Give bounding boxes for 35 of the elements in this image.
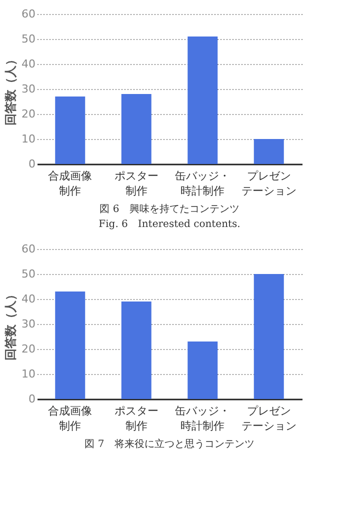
bar [121,302,152,399]
bar [188,36,218,164]
y-tick-label: 50 [22,32,36,46]
x-tick-label: 缶バッジ・時計制作 [175,404,230,432]
y-tick-label: 20 [22,342,36,356]
y-tick-label: 30 [22,82,36,96]
caption: 図 6 興味を持てたコンテンツ [100,203,240,215]
bar [55,96,86,164]
x-tick-label: 合成画像制作 [48,404,92,432]
bar [188,342,218,399]
bar [121,94,152,164]
caption: Fig. 6 Interested contents. [98,219,240,230]
y-tick-label: 10 [22,132,36,146]
y-tick-label: 20 [22,108,36,120]
y-tick-label: 0 [28,392,36,406]
y-tick-label: 60 [22,8,36,20]
y-tick-label: 40 [22,58,36,70]
y-tick-label: 50 [22,268,36,280]
y-tick-label: 10 [22,368,36,380]
y-tick-label: 0 [28,158,36,170]
x-tick-label: 缶バッジ・時計制作 [175,170,230,198]
y-axis-title: 回答数（人） [4,288,18,360]
x-tick-label: 合成画像制作 [48,170,92,198]
y-tick-label: 30 [22,318,36,330]
bar [55,292,86,399]
y-tick-label: 60 [22,242,36,256]
x-tick-label: プレゼンテーション [241,404,296,432]
y-tick-label: 40 [22,292,36,306]
x-tick-label: ポスター制作 [114,170,158,198]
bar [254,274,284,399]
x-tick-label: ポスター制作 [114,404,158,432]
caption: 図 7 将来役に立つと思うコンテンツ [84,438,254,450]
y-axis-title: 回答数（人） [4,54,18,126]
x-tick-label: プレゼンテーション [241,170,296,198]
bar [254,139,284,164]
